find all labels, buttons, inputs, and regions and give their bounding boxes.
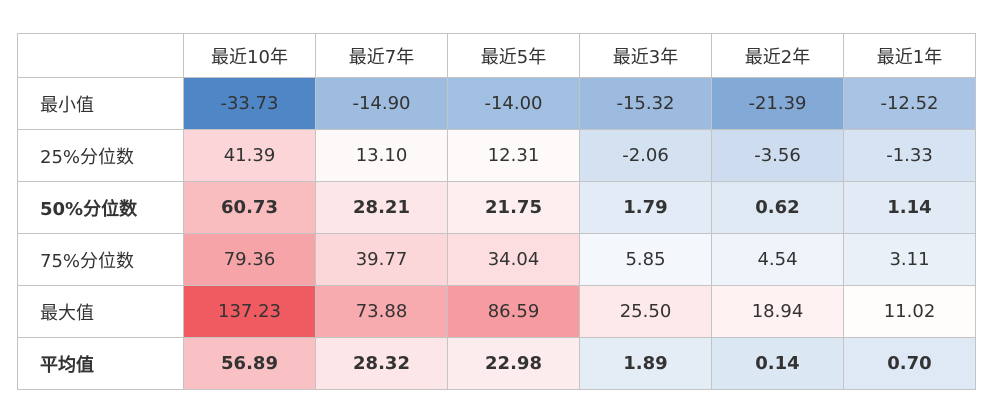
table-row: 最大值 137.23 73.88 86.59 25.50 18.94 11.02 xyxy=(17,285,976,338)
column-header: 最近1年 xyxy=(843,33,976,78)
value-cell: 1.89 xyxy=(579,337,712,390)
value-cell: -12.52 xyxy=(843,77,976,130)
value-cell: 13.10 xyxy=(315,129,448,182)
value-cell: -21.39 xyxy=(711,77,844,130)
value-cell: 12.31 xyxy=(447,129,580,182)
value-cell: 39.77 xyxy=(315,233,448,286)
row-label: 75%分位数 xyxy=(17,233,184,286)
table-row: 平均值 56.89 28.32 22.98 1.89 0.14 0.70 xyxy=(17,337,976,390)
value-cell: 86.59 xyxy=(447,285,580,338)
header-row: 最近10年 最近7年 最近5年 最近3年 最近2年 最近1年 xyxy=(17,33,976,78)
table-wrap: 最近10年 最近7年 最近5年 最近3年 最近2年 最近1年 最小值 -33.73 -14.9… xyxy=(17,33,976,390)
value-cell: -14.00 xyxy=(447,77,580,130)
row-label: 最小值 xyxy=(17,77,184,130)
value-cell: 0.14 xyxy=(711,337,844,390)
value-cell: 3.11 xyxy=(843,233,976,286)
row-label: 平均值 xyxy=(17,337,184,390)
value-cell: 73.88 xyxy=(315,285,448,338)
corner-cell xyxy=(17,33,184,78)
heatmap-table: 最近10年 最近7年 最近5年 最近3年 最近2年 最近1年 最小值 -33.73 -14.9… xyxy=(17,33,976,390)
value-cell: 41.39 xyxy=(183,129,316,182)
row-label: 最大值 xyxy=(17,285,184,338)
table-row: 50%分位数 60.73 28.21 21.75 1.79 0.62 1.14 xyxy=(17,181,976,234)
table-row: 最小值 -33.73 -14.90 -14.00 -15.32 -21.39 -12.52 xyxy=(17,77,976,130)
value-cell: 1.79 xyxy=(579,181,712,234)
row-label: 50%分位数 xyxy=(17,181,184,234)
table-row: 25%分位数 41.39 13.10 12.31 -2.06 -3.56 -1.33 xyxy=(17,129,976,182)
column-header: 最近7年 xyxy=(315,33,448,78)
value-cell: 28.32 xyxy=(315,337,448,390)
table-body: 最小值 -33.73 -14.90 -14.00 -15.32 -21.39 -12.52 2… xyxy=(17,77,976,390)
table-row: 75%分位数 79.36 39.77 34.04 5.85 4.54 3.11 xyxy=(17,233,976,286)
column-header: 最近5年 xyxy=(447,33,580,78)
value-cell: 21.75 xyxy=(447,181,580,234)
value-cell: 25.50 xyxy=(579,285,712,338)
value-cell: 4.54 xyxy=(711,233,844,286)
value-cell: 18.94 xyxy=(711,285,844,338)
value-cell: -1.33 xyxy=(843,129,976,182)
value-cell: 60.73 xyxy=(183,181,316,234)
value-cell: -3.56 xyxy=(711,129,844,182)
value-cell: -15.32 xyxy=(579,77,712,130)
row-label: 25%分位数 xyxy=(17,129,184,182)
value-cell: 79.36 xyxy=(183,233,316,286)
value-cell: 34.04 xyxy=(447,233,580,286)
value-cell: -33.73 xyxy=(183,77,316,130)
value-cell: 0.62 xyxy=(711,181,844,234)
value-cell: 22.98 xyxy=(447,337,580,390)
value-cell: 1.14 xyxy=(843,181,976,234)
column-header: 最近10年 xyxy=(183,33,316,78)
value-cell: 11.02 xyxy=(843,285,976,338)
value-cell: 0.70 xyxy=(843,337,976,390)
value-cell: 28.21 xyxy=(315,181,448,234)
value-cell: -2.06 xyxy=(579,129,712,182)
column-header: 最近2年 xyxy=(711,33,844,78)
value-cell: 137.23 xyxy=(183,285,316,338)
column-header: 最近3年 xyxy=(579,33,712,78)
value-cell: 5.85 xyxy=(579,233,712,286)
value-cell: 56.89 xyxy=(183,337,316,390)
value-cell: -14.90 xyxy=(315,77,448,130)
